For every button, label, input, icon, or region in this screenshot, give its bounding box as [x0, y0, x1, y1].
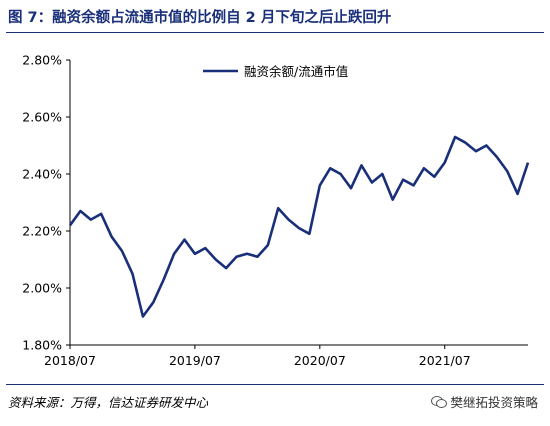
chart-ticks: 1.80% 2.00% 2.20% 2.40% 2.60% 2.80% 2018/07 201… [22, 53, 470, 369]
x-tick-label: 2019/07 [169, 353, 221, 368]
line-chart: 1.80% 2.00% 2.20% 2.40% 2.60% 2.80% 2018/07 201… [22, 53, 530, 369]
legend-label: 融资余额/流通市值 [244, 64, 348, 79]
wechat-icon [431, 395, 448, 408]
y-tick-label: 2.60% [22, 110, 62, 125]
chart-legend: 融资余额/流通市值 [203, 64, 348, 79]
x-tick-label: 2018/07 [44, 353, 96, 368]
figure-title: 图 7：融资余额占流通市值的比例自 2 月下旬之后止跌回升 [8, 10, 392, 26]
source-divider [6, 384, 544, 385]
y-tick-label: 2.00% [22, 281, 62, 296]
y-tick-label: 2.20% [22, 224, 62, 239]
chart-lines [68, 135, 530, 318]
title-divider [6, 32, 544, 33]
source-note: 资料来源：万得，信达证券研发中心 [8, 395, 209, 410]
chart-axes [69, 60, 528, 346]
y-tick-label: 2.80% [22, 53, 62, 68]
x-tick-label: 2020/07 [294, 353, 346, 368]
watermark-text: 樊继拓投资策略 [450, 395, 538, 410]
y-tick-label: 1.80% [22, 338, 62, 353]
watermark: 樊继拓投资策略 [431, 392, 538, 411]
series-line [68, 135, 530, 318]
x-tick-label: 2021/07 [419, 353, 471, 368]
y-tick-label: 2.40% [22, 167, 62, 182]
